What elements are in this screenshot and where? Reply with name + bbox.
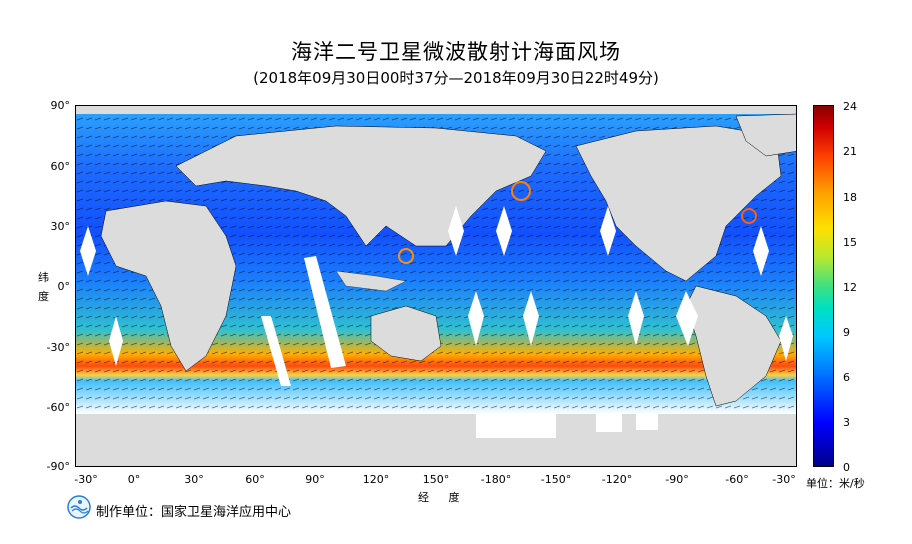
y-tick-label: -90° bbox=[46, 460, 70, 473]
indonesia bbox=[335, 270, 407, 292]
australia bbox=[370, 305, 442, 362]
colorbar-unit: 单位：米/秒 bbox=[806, 477, 865, 490]
map-title: 海洋二号卫星微波散射计海面风场 bbox=[291, 40, 621, 64]
colorbar-tick: 21 bbox=[843, 145, 857, 158]
colorbar-tick: 24 bbox=[843, 100, 857, 113]
x-tick-label: -180° bbox=[480, 473, 512, 486]
y-tick-label: 90° bbox=[50, 99, 71, 112]
x-axis-label: 经 度 bbox=[418, 491, 468, 504]
y-tick-label: -30° bbox=[46, 341, 70, 354]
antarctic-ice bbox=[76, 414, 796, 466]
x-tick-label: -90° bbox=[665, 473, 689, 486]
colorbar-tick: 9 bbox=[843, 326, 850, 339]
x-tick-label: 120° bbox=[362, 473, 390, 486]
nsoas-logo-icon bbox=[67, 495, 91, 519]
x-tick-label: 90° bbox=[305, 473, 325, 486]
y-tick-label: -60° bbox=[46, 401, 70, 414]
colorbar-tick: 3 bbox=[843, 416, 850, 429]
colorbar-tick: 0 bbox=[843, 461, 850, 474]
x-tick-label: -60° bbox=[725, 473, 749, 486]
x-tick-label: -150° bbox=[540, 473, 572, 486]
north-america bbox=[575, 125, 782, 282]
map-subtitle: (2018年09月30日00时37分—2018年09月30日22时49分) bbox=[253, 69, 659, 87]
wind-speed-colorbar bbox=[813, 105, 834, 467]
y-axis-label: 纬 度 bbox=[38, 271, 49, 303]
x-tick-label: -30° bbox=[772, 473, 796, 486]
y-tick-label: 60° bbox=[50, 160, 71, 173]
colorbar-tick: 12 bbox=[843, 281, 857, 294]
x-tick-label: 30° bbox=[184, 473, 204, 486]
x-tick-label: 150° bbox=[422, 473, 450, 486]
greenland bbox=[735, 113, 796, 157]
x-tick-label: 60° bbox=[245, 473, 265, 486]
producer-footer: 制作单位：国家卫星海洋应用中心 bbox=[96, 505, 292, 520]
colorbar-tick: 6 bbox=[843, 371, 850, 384]
x-tick-label: -30° bbox=[74, 473, 98, 486]
colorbar-tick: 18 bbox=[843, 191, 857, 204]
colorbar-tick: 15 bbox=[843, 236, 857, 249]
wind-field-map bbox=[75, 105, 797, 467]
swath-gap bbox=[80, 226, 96, 276]
storm-vortex bbox=[511, 181, 531, 201]
africa bbox=[100, 200, 237, 372]
x-tick-label: 0° bbox=[127, 473, 141, 486]
x-tick-label: -120° bbox=[601, 473, 633, 486]
y-tick-label: 30° bbox=[50, 220, 71, 233]
y-tick-label: 0° bbox=[57, 280, 71, 293]
